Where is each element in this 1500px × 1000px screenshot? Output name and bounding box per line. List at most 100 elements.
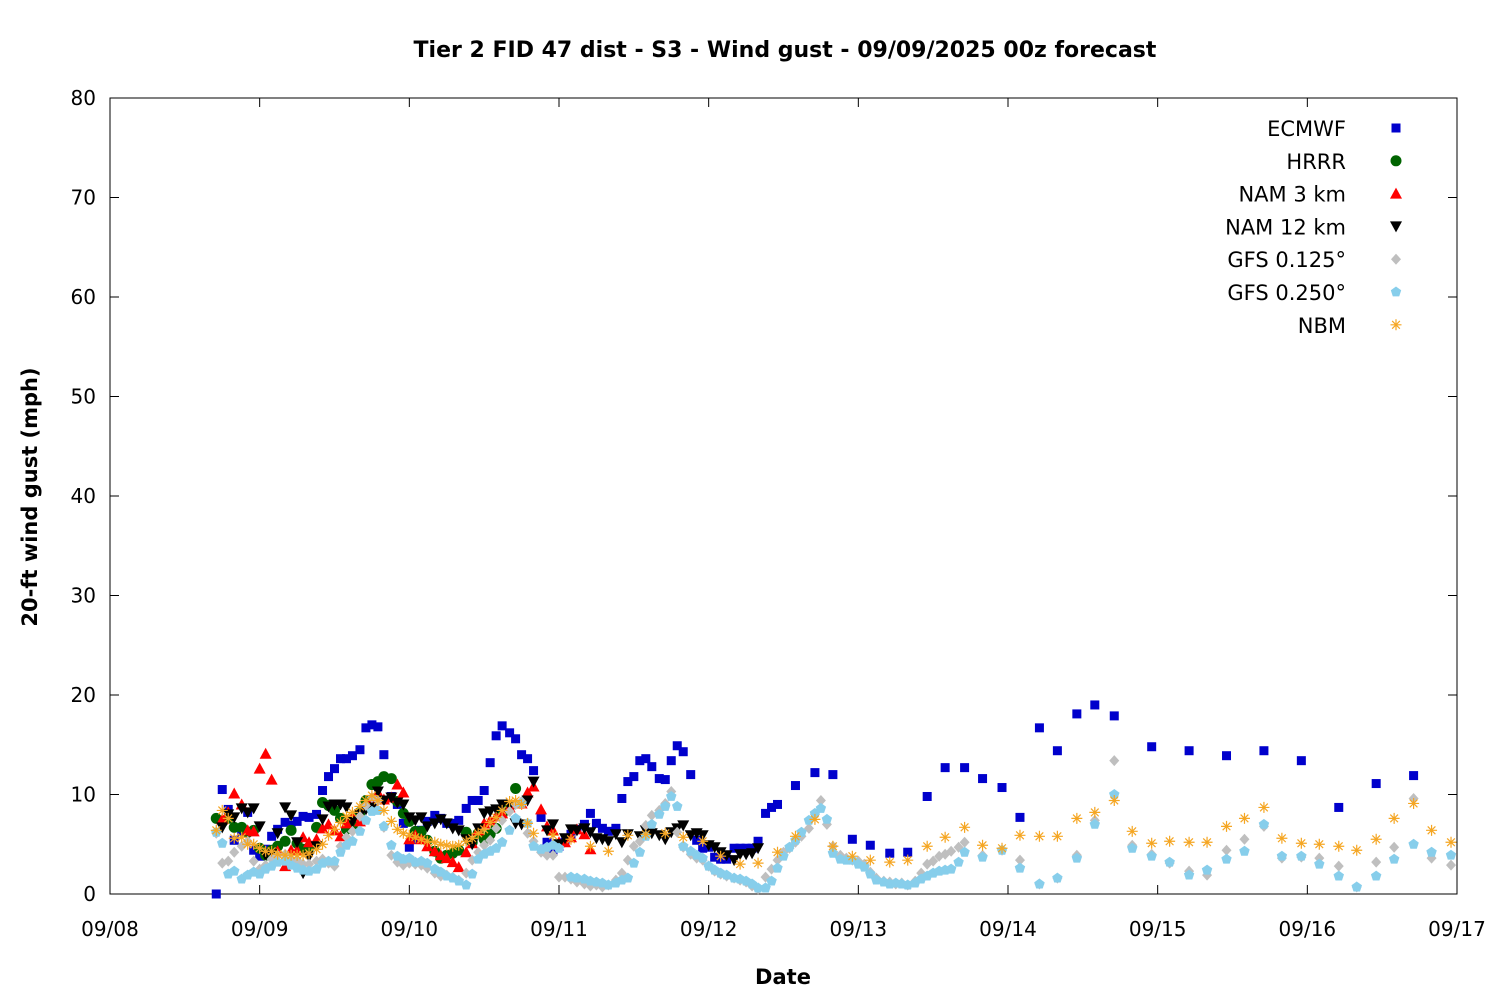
data-point: [440, 818, 453, 830]
data-point: [397, 827, 409, 839]
x-tick-label: 09/09: [231, 917, 289, 941]
data-point: [311, 843, 323, 855]
data-point: [634, 846, 646, 857]
data-point: [809, 813, 821, 825]
data-point: [435, 838, 447, 850]
data-point: [578, 823, 591, 835]
data-point: [446, 856, 459, 868]
data-point: [347, 751, 357, 761]
data-point: [248, 838, 260, 850]
data-point: [697, 852, 708, 863]
data-point: [391, 823, 403, 835]
data-point: [1408, 797, 1420, 809]
legend-marker-nbm: [1390, 319, 1402, 331]
data-point: [217, 837, 228, 848]
data-point: [460, 835, 472, 847]
data-point: [602, 836, 615, 848]
data-point: [790, 781, 800, 791]
data-point: [554, 871, 564, 883]
data-point: [1071, 812, 1083, 824]
data-point: [236, 840, 247, 852]
data-point: [796, 826, 807, 837]
data-point: [285, 824, 297, 836]
data-point: [1276, 832, 1288, 844]
data-point: [479, 839, 490, 851]
data-point: [928, 855, 939, 867]
data-point: [647, 762, 657, 772]
data-point: [285, 810, 298, 822]
data-point: [1201, 836, 1213, 848]
data-point: [1351, 844, 1363, 856]
data-point: [235, 803, 248, 815]
data-point: [272, 856, 283, 867]
data-point: [666, 756, 676, 766]
data-point: [491, 731, 501, 741]
data-point: [715, 850, 727, 862]
data-point: [378, 820, 390, 831]
data-point: [708, 842, 721, 854]
data-point: [735, 843, 745, 853]
data-point: [497, 721, 507, 731]
data-point: [646, 818, 657, 829]
data-point: [1221, 853, 1232, 864]
data-point: [303, 836, 316, 848]
data-point: [666, 791, 677, 801]
data-point: [1388, 812, 1400, 824]
data-point: [1334, 802, 1344, 812]
data-point: [903, 847, 913, 857]
data-point: [279, 849, 291, 861]
data-point: [1388, 853, 1400, 864]
data-point: [953, 856, 964, 867]
data-point: [1071, 852, 1083, 863]
data-point: [629, 772, 639, 782]
x-axis-label: Date: [755, 965, 811, 989]
data-point: [978, 774, 988, 784]
data-point: [267, 831, 277, 841]
data-point: [330, 764, 339, 774]
data-point: [285, 849, 297, 861]
data-point: [404, 842, 414, 852]
data-point: [1276, 850, 1288, 861]
data-point: [902, 854, 914, 866]
data-point: [1147, 742, 1157, 752]
data-point: [415, 812, 428, 824]
data-point: [452, 861, 465, 873]
y-tick-label: 50: [71, 385, 96, 409]
data-point: [478, 823, 490, 835]
data-point: [710, 852, 720, 862]
data-point: [266, 845, 278, 857]
data-point: [379, 750, 389, 760]
y-tick-label: 0: [83, 882, 96, 906]
data-point: [217, 785, 227, 795]
data-point: [1333, 860, 1344, 872]
data-point: [229, 846, 240, 858]
data-point: [997, 783, 1007, 793]
x-tick-label: 09/15: [1129, 917, 1187, 941]
data-point: [536, 812, 546, 822]
data-point: [210, 824, 222, 836]
data-point: [678, 840, 689, 851]
data-point: [447, 840, 459, 852]
data-point: [1296, 850, 1307, 861]
data-point: [304, 812, 314, 822]
data-point: [766, 875, 777, 886]
x-axis: 09/08 09/09 09/10 09/11 09/12 09/13 09/14 09/15…: [81, 98, 1486, 941]
data-point: [1314, 858, 1325, 869]
data-point: [324, 772, 334, 782]
data-point: [865, 840, 875, 850]
data-point: [1371, 779, 1381, 789]
data-point: [828, 770, 838, 780]
data-point: [366, 789, 378, 801]
data-point: [249, 845, 259, 855]
data-point: [1370, 870, 1382, 881]
data-point: [602, 845, 614, 857]
data-point: [772, 846, 784, 858]
data-point: [654, 774, 664, 784]
data-point: [1034, 878, 1045, 889]
data-point: [1109, 789, 1120, 799]
x-tick-label: 09/16: [1279, 917, 1337, 941]
data-point: [510, 783, 522, 795]
data-point: [847, 834, 857, 844]
data-point: [472, 827, 484, 839]
data-point: [1164, 856, 1175, 867]
